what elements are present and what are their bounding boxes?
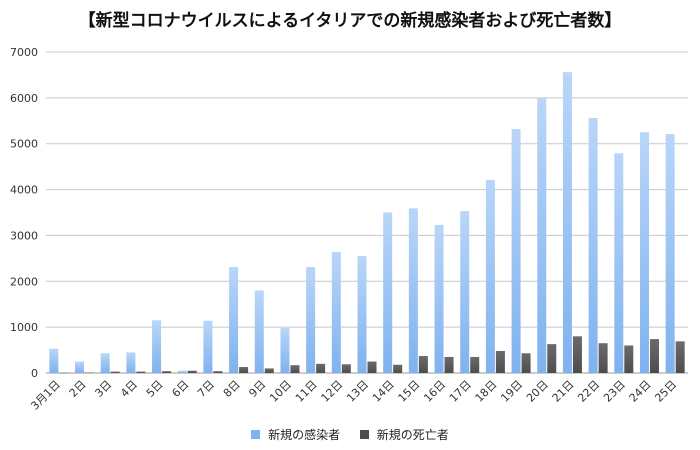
bar-new-cases	[254, 290, 264, 373]
chart-title: 【新型コロナウイルスによるイタリアでの新規感染者および死亡者数】	[78, 11, 622, 31]
x-tick-label: 13日	[344, 378, 371, 405]
bar-new-cases	[152, 320, 162, 373]
x-tick-label: 20日	[524, 378, 551, 405]
bar-new-deaths	[598, 343, 608, 373]
bar-new-deaths	[495, 350, 505, 373]
bar-new-deaths	[110, 371, 120, 373]
legend-item-deaths: 新規の死亡者	[359, 426, 449, 443]
x-tick-label: 6日	[169, 378, 191, 400]
bar-new-deaths	[316, 363, 326, 373]
bar-new-cases	[485, 179, 495, 373]
bar-new-cases	[588, 118, 598, 373]
bar-new-deaths	[136, 371, 146, 373]
bar-new-cases	[511, 129, 521, 373]
legend-swatch-deaths	[359, 430, 369, 439]
bar-new-deaths	[85, 372, 95, 374]
bar-new-deaths	[547, 344, 557, 373]
y-tick-label: 3000	[10, 229, 38, 242]
x-tick-label: 4日	[118, 378, 140, 400]
bar-new-cases	[306, 267, 316, 373]
x-tick-label: 8日	[221, 378, 243, 400]
bar-new-deaths	[444, 356, 454, 373]
bar-new-cases	[177, 370, 187, 373]
x-tick-label: 7日	[195, 378, 217, 400]
y-tick-label: 2000	[10, 275, 38, 288]
x-tick-label: 14日	[370, 378, 397, 405]
bar-new-cases	[434, 224, 444, 373]
bar-new-deaths	[367, 361, 377, 373]
bar-new-cases	[75, 361, 85, 373]
bar-new-cases	[49, 348, 59, 373]
bar-new-deaths	[341, 364, 351, 373]
bar-new-cases	[383, 212, 393, 373]
bar-new-deaths	[59, 372, 69, 374]
x-tick-label: 3月1日	[28, 378, 63, 413]
bar-new-cases	[408, 208, 418, 373]
bar-new-cases	[665, 134, 675, 373]
bar-new-cases	[357, 256, 367, 373]
bar-new-deaths	[624, 345, 634, 373]
bar-new-deaths	[213, 371, 223, 373]
x-tick-label: 10日	[267, 378, 294, 405]
x-tick-label: 18日	[473, 378, 500, 405]
x-tick-label: 25日	[652, 378, 679, 405]
x-tick-label: 17日	[447, 378, 474, 405]
legend-swatch-cases	[251, 430, 261, 439]
x-tick-label: 16日	[421, 378, 448, 405]
bar-new-cases	[537, 98, 547, 374]
y-tick-label: 4000	[10, 184, 38, 197]
x-tick-label: 3日	[92, 378, 114, 400]
x-tick-label: 22日	[575, 378, 602, 405]
bar-new-cases	[614, 153, 624, 373]
x-tick-label: 5日	[144, 378, 166, 400]
bar-new-deaths	[649, 339, 659, 373]
y-tick-label: 1000	[10, 321, 38, 334]
y-tick-label: 0	[31, 367, 38, 380]
x-tick-label: 2日	[67, 378, 89, 400]
bar-new-deaths	[521, 353, 531, 373]
legend-label-deaths: 新規の死亡者	[376, 428, 449, 442]
bar-new-cases	[126, 352, 136, 373]
y-tick-label: 6000	[10, 92, 38, 105]
bar-new-deaths	[187, 370, 197, 373]
y-tick-label: 5000	[10, 138, 38, 151]
bar-new-cases	[100, 353, 110, 373]
legend-label-cases: 新規の感染者	[268, 428, 341, 442]
bar-new-deaths	[572, 336, 582, 373]
bar-new-cases	[562, 72, 572, 374]
x-tick-label: 9日	[246, 378, 268, 400]
x-tick-label: 21日	[550, 378, 577, 405]
x-tick-label: 23日	[601, 378, 628, 405]
x-tick-label: 11日	[293, 378, 320, 405]
bar-new-cases	[460, 211, 470, 373]
bar-new-deaths	[418, 356, 428, 373]
bar-new-deaths	[290, 365, 300, 373]
bar-new-deaths	[393, 364, 403, 373]
bar-new-deaths	[239, 367, 249, 373]
x-tick-label: 24日	[627, 378, 654, 405]
x-tick-label: 15日	[396, 378, 423, 405]
legend-item-cases: 新規の感染者	[251, 426, 340, 443]
x-tick-label: 12日	[319, 378, 346, 405]
bar-new-cases	[229, 267, 239, 373]
bar-new-cases	[331, 251, 341, 373]
y-tick-label: 7000	[10, 46, 38, 59]
bar-new-cases	[639, 132, 649, 373]
bar-new-deaths	[162, 371, 172, 373]
legend: 新規の感染者 新規の死亡者	[0, 426, 700, 443]
bar-new-cases	[280, 328, 290, 373]
bar-new-cases	[203, 320, 213, 373]
bar-new-deaths	[264, 368, 274, 373]
bar-new-deaths	[675, 341, 685, 373]
x-tick-label: 19日	[498, 378, 525, 405]
bar-new-deaths	[470, 356, 480, 373]
